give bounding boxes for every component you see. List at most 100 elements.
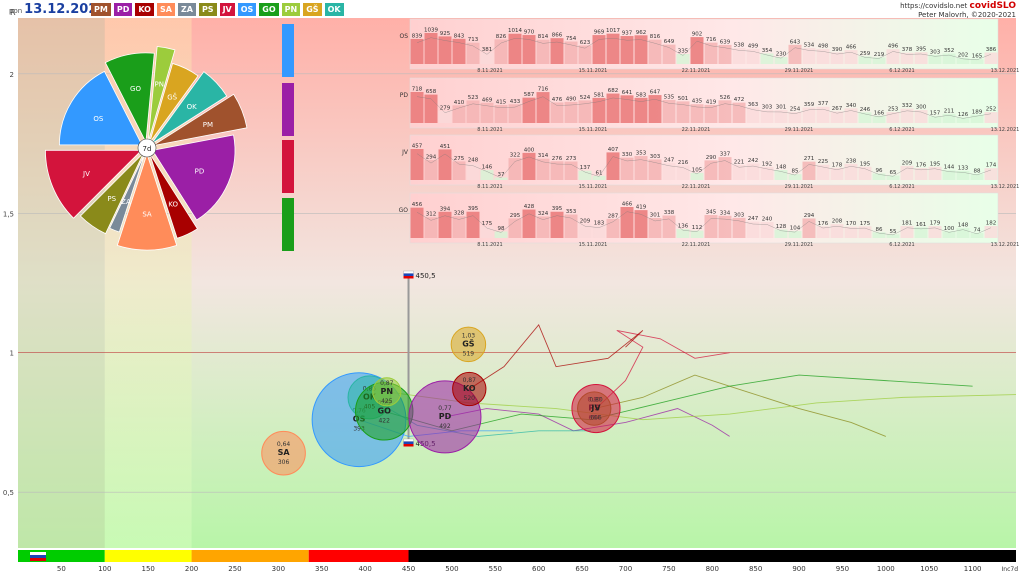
panel-bar-value: 866 [552, 33, 563, 39]
panel-date-label: 15.11.2021 [579, 242, 608, 248]
pie-slice-label: PS [107, 195, 116, 203]
panel-bar-value: 300 [916, 105, 927, 111]
y-tick-label: 1,5 [3, 210, 14, 218]
region-button-os[interactable]: OS [237, 3, 257, 16]
panel-bar-value: 354 [762, 48, 773, 54]
panel-bar-value: 294 [804, 213, 815, 219]
panel-bar [690, 37, 704, 64]
panel-bar [928, 116, 942, 123]
panel-bar [816, 226, 830, 238]
panel-bar-value: 179 [930, 221, 941, 227]
region-button-ps[interactable]: PS [198, 3, 217, 16]
panel-bar [970, 174, 984, 180]
panel-bar-value: 133 [958, 165, 969, 171]
region-button-pd[interactable]: PD [113, 3, 133, 16]
bubble-pn [372, 377, 402, 407]
panel-bar [942, 113, 956, 123]
panel-bar [578, 224, 592, 238]
region-button-pm[interactable]: PM [91, 3, 111, 16]
pie-slice-pd [151, 134, 236, 221]
panel-bar [732, 217, 746, 238]
region-button-za[interactable]: ZA [177, 3, 196, 16]
panel-trend-line [416, 211, 992, 236]
pie-slice-label: PN [155, 81, 164, 89]
panel-bar-value: 221 [734, 160, 745, 166]
panel-bar-value: 247 [664, 158, 675, 164]
panel-date-label: 29.11.2021 [785, 68, 814, 74]
panel-bar-value: 526 [720, 95, 731, 101]
x-tick-label: 600 [532, 565, 545, 573]
panel-bar-value: 353 [636, 151, 647, 157]
panel-bar-value: 1014 [508, 28, 522, 34]
credit-block: https://covidslo.net covidSLO Peter Malo… [900, 2, 1016, 20]
x-tick-label: 800 [706, 565, 719, 573]
panel-region-code: GO [399, 207, 409, 214]
panel-bar [634, 97, 648, 123]
region-button-pn[interactable]: PN [281, 3, 301, 16]
region-tab-pd[interactable] [282, 83, 294, 136]
pie-slice-pn [147, 46, 176, 143]
panel-bar-value: 128 [776, 224, 787, 230]
panel-bar-value: 146 [482, 165, 493, 171]
region-tab-os[interactable] [282, 24, 294, 77]
region-tab-jv[interactable] [282, 140, 294, 193]
panel-bar [956, 170, 970, 180]
threshold-label: 450,5 [416, 272, 436, 280]
pie-slice-jv [45, 149, 143, 219]
panel-bar [802, 218, 816, 238]
panel-bar [410, 92, 424, 123]
pie-slice-sa [116, 152, 178, 251]
panel-bar [606, 33, 620, 64]
pie-slice-label: ZA [121, 198, 131, 206]
trajectory-line-1 [595, 329, 730, 409]
region-button-sa[interactable]: SA [156, 3, 175, 16]
bubble-r-value: 0,80 [589, 397, 603, 404]
site-url[interactable]: https://covidslo.net [900, 2, 968, 10]
region-button-gš[interactable]: GŠ [303, 3, 322, 16]
threshold-flag [403, 441, 414, 444]
panel-bar [522, 97, 536, 123]
region-button-jv[interactable]: JV [219, 3, 235, 16]
panel-bar [620, 95, 634, 123]
panel-bar-value: 208 [832, 219, 843, 225]
panel-bar-value: 271 [804, 156, 815, 162]
panel-bar [984, 52, 998, 64]
pie-slice-ps [79, 152, 144, 235]
panel-background [409, 77, 999, 129]
panel-bar [802, 48, 816, 64]
panel-bar [886, 112, 900, 123]
panel-bar [522, 209, 536, 238]
region-tab-go[interactable] [282, 198, 294, 251]
pie-slice-label: JV [82, 170, 90, 178]
panel-bar-value: 303 [650, 154, 661, 160]
panel-bar [690, 172, 704, 180]
panel-bar [914, 168, 928, 180]
x-tick-label: 1050 [920, 565, 938, 573]
panel-bar-value: 273 [566, 156, 577, 162]
panel-bar-value: 330 [622, 152, 633, 158]
panel-bar-value: 219 [874, 52, 885, 58]
panel-bar [410, 207, 424, 238]
brand-logo: covidSLO [969, 1, 1016, 11]
panel-bar-value: 195 [930, 161, 941, 167]
panel-date-label: 15.11.2021 [579, 68, 608, 74]
panel-date-label: 8.11.2021 [477, 68, 502, 74]
region-button-ko[interactable]: KO [135, 3, 154, 16]
panel-bar-value: 276 [552, 156, 563, 162]
pie-slice-os [59, 70, 143, 146]
panel-bar-value: 86 [876, 227, 883, 233]
panel-date-label: 8.11.2021 [477, 184, 502, 190]
panel-bar-value: 303 [930, 49, 941, 55]
panel-bar [578, 100, 592, 123]
panel-bar [704, 42, 718, 64]
panel-bar [452, 38, 466, 64]
panel-bar [592, 225, 606, 238]
bubble-r-value: 0,87 [380, 380, 394, 387]
x-tick-label: 550 [489, 565, 502, 573]
region-button-ok[interactable]: OK [324, 3, 344, 16]
panel-date-label: 13.12.2021 [991, 242, 1020, 248]
region-button-go[interactable]: GO [259, 3, 279, 16]
bubble-inc-value: 666 [590, 415, 602, 422]
panel-date-label: 15.11.2021 [579, 184, 608, 190]
